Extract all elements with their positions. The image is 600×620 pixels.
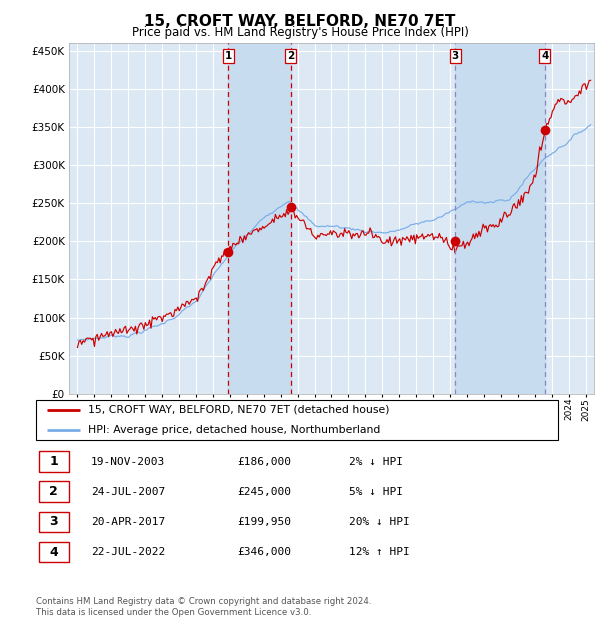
Text: £186,000: £186,000: [237, 456, 291, 466]
Text: HPI: Average price, detached house, Northumberland: HPI: Average price, detached house, Nort…: [88, 425, 380, 435]
Text: 20% ↓ HPI: 20% ↓ HPI: [349, 517, 410, 527]
FancyBboxPatch shape: [38, 542, 69, 562]
Text: 15, CROFT WAY, BELFORD, NE70 7ET (detached house): 15, CROFT WAY, BELFORD, NE70 7ET (detach…: [88, 405, 390, 415]
Text: 22-JUL-2022: 22-JUL-2022: [91, 547, 165, 557]
Text: 15, CROFT WAY, BELFORD, NE70 7ET: 15, CROFT WAY, BELFORD, NE70 7ET: [145, 14, 455, 29]
FancyBboxPatch shape: [38, 482, 69, 502]
Text: 1: 1: [49, 455, 58, 468]
Text: 19-NOV-2003: 19-NOV-2003: [91, 456, 165, 466]
Bar: [455, 43, 545, 394]
Text: £346,000: £346,000: [237, 547, 291, 557]
Text: £245,000: £245,000: [237, 487, 291, 497]
Text: 24-JUL-2007: 24-JUL-2007: [91, 487, 165, 497]
Text: 2: 2: [287, 51, 295, 61]
Text: 5% ↓ HPI: 5% ↓ HPI: [349, 487, 403, 497]
Text: Contains HM Land Registry data © Crown copyright and database right 2024.
This d: Contains HM Land Registry data © Crown c…: [36, 598, 371, 617]
FancyBboxPatch shape: [38, 451, 69, 472]
Text: 12% ↑ HPI: 12% ↑ HPI: [349, 547, 410, 557]
Text: Price paid vs. HM Land Registry's House Price Index (HPI): Price paid vs. HM Land Registry's House …: [131, 26, 469, 39]
Text: 4: 4: [49, 546, 58, 559]
FancyBboxPatch shape: [38, 512, 69, 532]
Text: 2: 2: [49, 485, 58, 498]
Text: 2% ↓ HPI: 2% ↓ HPI: [349, 456, 403, 466]
Text: 3: 3: [49, 515, 58, 528]
Bar: [228, 43, 291, 394]
Text: 20-APR-2017: 20-APR-2017: [91, 517, 165, 527]
Text: 3: 3: [452, 51, 459, 61]
Text: 1: 1: [224, 51, 232, 61]
Text: £199,950: £199,950: [237, 517, 291, 527]
Text: 4: 4: [541, 51, 548, 61]
